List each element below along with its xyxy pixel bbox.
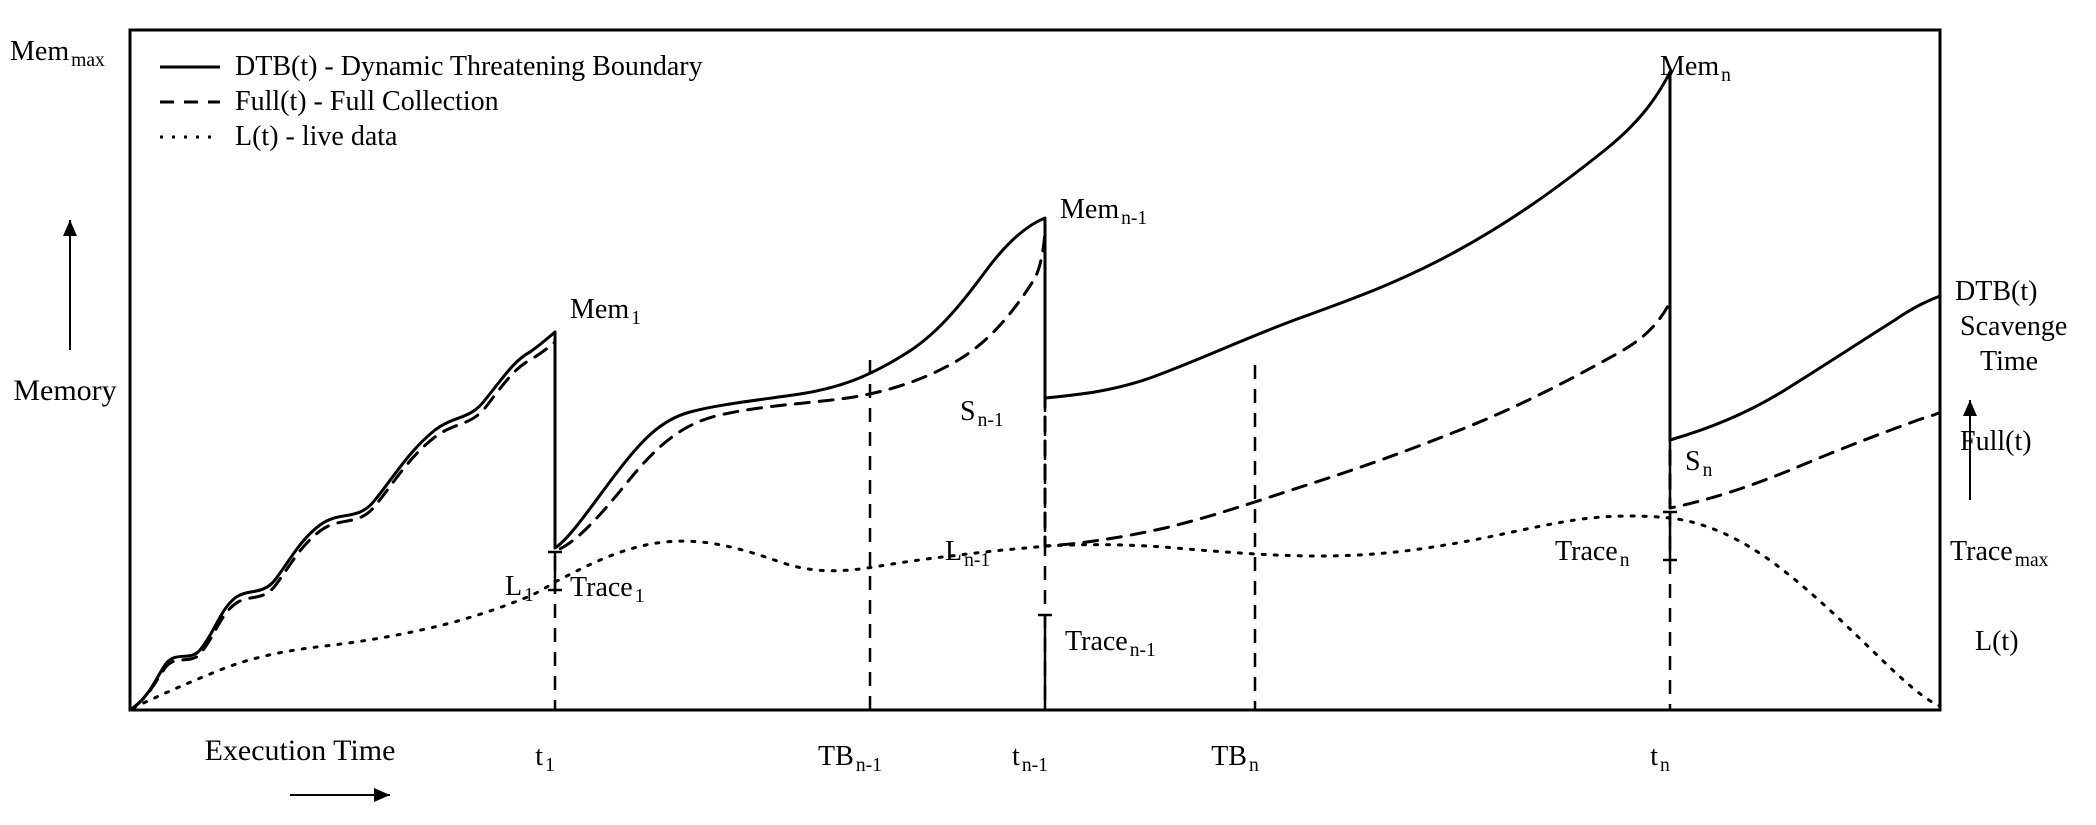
x-tick-label: tn-1 — [1012, 741, 1048, 776]
series-label-dtb: DTB(t) — [1955, 276, 2037, 307]
legend-label: L(t) - live data — [235, 121, 398, 152]
legend-label: Full(t) - Full Collection — [235, 86, 499, 117]
series-label-l: L(t) — [1975, 626, 2019, 657]
right-axis-arrowhead — [1963, 400, 1977, 416]
x-tick-label: TBn-1 — [818, 741, 882, 776]
right-axis-label-2: Time — [1980, 346, 2038, 377]
x-tick-label: t1 — [535, 741, 555, 776]
x-axis-label: Execution Time — [205, 734, 396, 767]
y-axis-label: Memory — [13, 374, 116, 407]
x-tick-label: tn — [1650, 741, 1670, 776]
legend-label: DTB(t) - Dynamic Threatening Boundary — [235, 51, 703, 82]
right-axis-label-1: Scavenge — [1960, 311, 2067, 342]
trace-max-label: Tracemax — [1950, 536, 2049, 571]
x-tick-label: TBn — [1211, 741, 1259, 776]
mem-max-label: Memmax — [10, 36, 105, 71]
x-axis-arrowhead — [374, 788, 390, 802]
y-axis-arrowhead — [63, 220, 77, 236]
memory-vs-time-figure: DTB(t) - Dynamic Threatening Boundary Ful… — [0, 0, 2096, 820]
